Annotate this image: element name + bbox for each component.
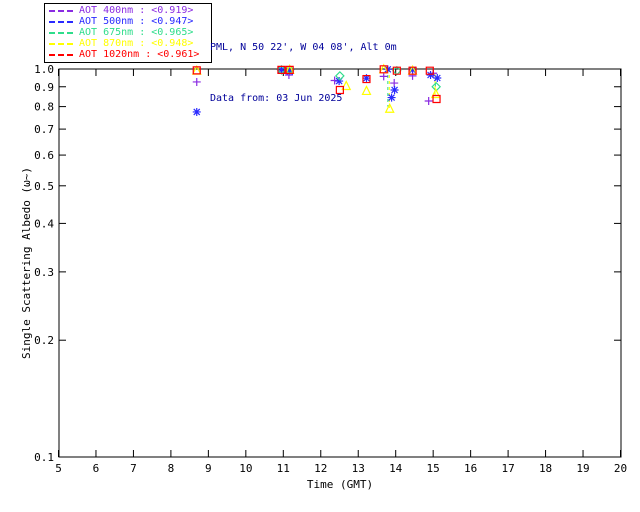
y-tick-label: 1.0 bbox=[34, 63, 54, 76]
x-tick-label: 7 bbox=[130, 462, 137, 475]
data-point-aot-870nm bbox=[384, 102, 395, 113]
legend-label-1020nm: AOT 1020nm : <0.961> bbox=[79, 48, 200, 60]
legend-dash-sample-500nm bbox=[49, 21, 75, 24]
data-point-aot-870nm bbox=[361, 85, 372, 96]
data-date: Data from: 03 Jun 2025 bbox=[210, 93, 343, 104]
legend-item-675nm: AOT 675nm : <0.965> bbox=[49, 26, 207, 39]
y-tick-label: 0.9 bbox=[34, 81, 54, 94]
x-tick-label: 5 bbox=[55, 462, 62, 475]
legend-dash-sample-870nm bbox=[49, 42, 75, 45]
legend-dash-sample-1020nm bbox=[49, 53, 75, 56]
data-point-aot-1020nm bbox=[192, 66, 201, 75]
legend-label-870nm: AOT 870nm : <0.948> bbox=[79, 37, 194, 49]
y-axis-label: Single Scattering Albedo (ω~) bbox=[20, 167, 33, 359]
legend-item-870nm: AOT 870nm : <0.948> bbox=[49, 38, 207, 49]
data-point-aot-500nm bbox=[408, 65, 417, 74]
data-point-aot-500nm bbox=[192, 107, 201, 116]
x-tick-label: 10 bbox=[239, 462, 252, 475]
data-point-aot-400nm bbox=[192, 77, 201, 86]
y-tick-label: 0.7 bbox=[34, 123, 54, 136]
data-point-aot-675nm bbox=[335, 71, 345, 81]
y-tick-label: 0.2 bbox=[34, 334, 54, 347]
data-point-aot-500nm bbox=[383, 65, 392, 74]
x-tick-label: 13 bbox=[352, 462, 365, 475]
data-point-aot-500nm bbox=[390, 85, 399, 94]
legend-dash-sample-675nm bbox=[49, 31, 75, 34]
header-block: PML, N 50 22', W 04 08', Alt 0m Data fro… bbox=[210, 5, 397, 141]
x-tick-label: 12 bbox=[314, 462, 327, 475]
data-point-aot-1020nm bbox=[285, 65, 294, 74]
data-point-aot-870nm bbox=[341, 80, 352, 91]
data-point-aot-1020nm bbox=[392, 66, 401, 75]
data-point-aot-500nm bbox=[387, 93, 396, 102]
site-title: PML, N 50 22', W 04 08', Alt 0m bbox=[210, 42, 397, 53]
legend-label-400nm: AOT 400nm : <0.919> bbox=[79, 5, 194, 17]
x-axis-label: Time (GMT) bbox=[307, 478, 373, 491]
x-tick-label: 18 bbox=[539, 462, 552, 475]
data-point-aot-1020nm bbox=[335, 85, 344, 95]
x-tick-label: 9 bbox=[205, 462, 212, 475]
y-tick-label: 0.6 bbox=[34, 149, 54, 162]
y-tick-label: 0.5 bbox=[34, 180, 54, 193]
x-tick-label: 17 bbox=[501, 462, 514, 475]
plot-frame bbox=[58, 68, 622, 458]
x-tick-label: 14 bbox=[389, 462, 403, 475]
x-tick-label: 11 bbox=[277, 462, 290, 475]
data-point-aot-500nm bbox=[285, 67, 294, 76]
x-tick-label: 8 bbox=[168, 462, 175, 475]
data-point-aot-400nm bbox=[424, 97, 433, 106]
legend-dash-sample-400nm bbox=[49, 10, 75, 13]
x-tick-label: 16 bbox=[464, 462, 477, 475]
y-tick-label: 0.4 bbox=[34, 217, 54, 230]
x-tick-label: 6 bbox=[93, 462, 100, 475]
data-point-aot-400nm bbox=[390, 79, 399, 88]
data-point-aot-500nm bbox=[433, 73, 442, 82]
data-point-aot-1020nm bbox=[425, 66, 434, 75]
legend-label-500nm: AOT 500nm : <0.947> bbox=[79, 16, 194, 28]
data-point-aot-1020nm bbox=[277, 65, 286, 74]
y-tick-label: 0.3 bbox=[34, 266, 54, 279]
data-point-aot-500nm bbox=[362, 74, 371, 83]
data-point-aot-500nm bbox=[426, 71, 435, 80]
legend-item-500nm: AOT 500nm : <0.947> bbox=[49, 17, 207, 28]
data-point-aot-1020nm bbox=[408, 66, 417, 75]
y-tick-label: 0.1 bbox=[34, 451, 54, 464]
data-point-aot-500nm bbox=[277, 65, 286, 74]
data-point-aot-400nm bbox=[379, 72, 388, 81]
data-point-aot-500nm bbox=[335, 77, 344, 86]
y-tick-label: 0.8 bbox=[34, 101, 54, 114]
x-tick-label: 20 bbox=[614, 462, 627, 475]
data-point-aot-1020nm bbox=[432, 94, 441, 104]
legend-label-675nm: AOT 675nm : <0.965> bbox=[79, 26, 194, 38]
x-tick-label: 15 bbox=[427, 462, 440, 475]
legend-box: AOT 400nm : <0.919> AOT 500nm : <0.947> … bbox=[44, 3, 212, 63]
data-point-aot-1020nm bbox=[379, 65, 388, 74]
x-tick-label: 19 bbox=[576, 462, 589, 475]
data-point-aot-1020nm bbox=[362, 74, 371, 84]
data-point-aot-870nm bbox=[430, 88, 441, 99]
legend-item-400nm: AOT 400nm : <0.919> bbox=[49, 6, 207, 17]
legend-item-1020nm: AOT 1020nm : <0.961> bbox=[49, 49, 207, 60]
